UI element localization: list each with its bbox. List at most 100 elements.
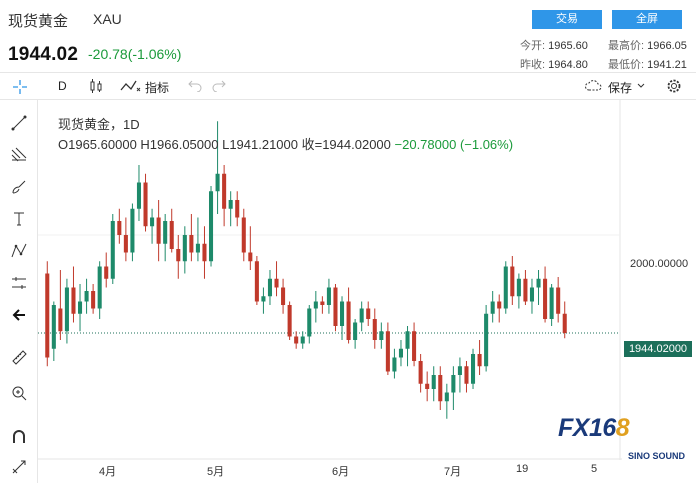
candle-body [176, 249, 181, 262]
candle-body [248, 252, 253, 262]
candle-body [326, 287, 331, 305]
candle-body [398, 348, 404, 358]
instrument-name: 现货黄金 [8, 13, 69, 30]
prev-close-label: 昨收: [520, 59, 546, 71]
back-arrow-icon[interactable] [8, 304, 30, 326]
candle-body [359, 308, 364, 323]
candle-body [346, 301, 351, 340]
candle-body [123, 235, 128, 253]
quote-low: 最低价: 1941.21 [608, 56, 687, 72]
price-change: -20.78(-1.06%) [88, 46, 182, 62]
current-price-tag: 1944.02000 [624, 341, 692, 357]
magnet-icon[interactable] [8, 426, 30, 448]
candle-body [510, 266, 515, 297]
gear-icon[interactable] [666, 78, 682, 97]
measure-tool-icon[interactable] [8, 272, 30, 294]
candle-body [556, 287, 561, 314]
candle-type-icon[interactable] [88, 78, 104, 97]
candle-body [470, 354, 476, 384]
candle-body [58, 308, 63, 332]
candle-body [333, 287, 338, 326]
crosshair-icon[interactable] [12, 79, 28, 98]
candle-body [320, 301, 325, 305]
candle-body [156, 217, 161, 244]
candle-body [477, 354, 482, 367]
lock-drawings-icon[interactable] [8, 456, 30, 478]
candle-body [169, 221, 174, 249]
brush-icon[interactable] [8, 176, 30, 198]
y-tick-label: 2000.00000 [630, 258, 689, 270]
candle-body [182, 235, 187, 262]
candle-body [379, 331, 384, 340]
fib-icon[interactable] [8, 144, 30, 166]
prev-close-value: 1964.80 [548, 59, 588, 71]
candle-body [150, 217, 155, 227]
candle-body [195, 243, 200, 253]
candle-body [274, 278, 279, 288]
candle-body [235, 200, 240, 218]
chevron-down-icon[interactable] [636, 80, 646, 94]
candle-body [392, 357, 397, 372]
candle-body [549, 287, 554, 319]
candle-body [464, 366, 469, 384]
save-button[interactable]: 保存 [608, 81, 633, 95]
open-value: 1965.60 [548, 40, 588, 52]
candle-body [51, 305, 56, 349]
candle-body [222, 173, 227, 209]
candle-body [353, 322, 358, 340]
trend-line-icon[interactable] [8, 112, 30, 134]
fx168-logo: FX168 [558, 414, 630, 443]
low-label: 最低价: [608, 59, 645, 71]
quote-open: 今开: 1965.60 [520, 37, 588, 53]
candle-body [202, 243, 207, 262]
high-value: 1966.05 [647, 40, 687, 52]
candle-body [418, 361, 423, 384]
interval-selector[interactable]: D [58, 79, 67, 93]
candle-body [215, 173, 220, 192]
candle-body [261, 296, 266, 302]
indicators-icon[interactable] [120, 78, 142, 97]
legend-symbol[interactable]: 现货黄金，1D [58, 117, 140, 132]
candle-body [110, 221, 115, 279]
fullscreen-button[interactable]: 全屏 [612, 10, 682, 29]
candle-body [189, 235, 194, 253]
candle-body [431, 375, 436, 389]
candle-body [287, 305, 292, 337]
trade-button[interactable]: 交易 [532, 10, 602, 29]
x-tick-label: 5 [591, 463, 598, 475]
candle-body [163, 221, 168, 244]
low-value: 1941.21 [647, 59, 687, 71]
candle-body [543, 278, 548, 319]
candle-body [130, 208, 135, 253]
legend-change: −20.78000 (−1.06%) [394, 137, 514, 152]
candle-body [425, 383, 430, 389]
ruler-icon[interactable] [8, 346, 30, 368]
candle-body [562, 313, 567, 333]
zoom-icon[interactable] [8, 382, 30, 404]
candle-body [294, 336, 299, 344]
x-tick-label: 6月 [332, 466, 350, 478]
cloud-save-icon[interactable] [584, 78, 602, 95]
x-tick-label: 7月 [444, 466, 462, 478]
undo-icon[interactable] [188, 78, 202, 95]
candle-body [412, 331, 417, 361]
candlestick-chart[interactable] [38, 100, 622, 460]
candle-body [405, 331, 410, 349]
candle-body [503, 266, 508, 309]
redo-icon[interactable] [212, 78, 226, 95]
chart-toolbar: D 指标 保存 [0, 72, 696, 100]
legend-ohlc-row: O1965.60000 H1966.05000 L1941.21000 收=19… [58, 134, 513, 153]
candle-body [84, 291, 89, 302]
candle-body [484, 313, 489, 367]
candle-body [104, 266, 109, 279]
candle-body [136, 182, 142, 209]
candle-body [372, 319, 377, 340]
text-tool-icon[interactable] [8, 208, 30, 230]
candle-body [451, 375, 456, 393]
quote-prev-close: 昨收: 1964.80 [520, 56, 588, 72]
candle-body [97, 266, 102, 309]
indicators-button[interactable]: 指标 [145, 81, 170, 95]
pattern-icon[interactable] [8, 240, 30, 262]
candle-body [228, 200, 233, 209]
drawing-toolbar [0, 100, 38, 483]
